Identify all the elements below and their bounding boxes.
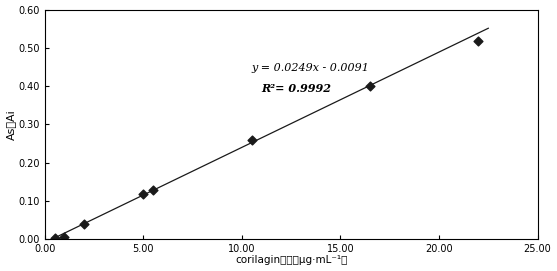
Point (247, 138, 256, 143)
Point (80, 222, 89, 226)
Point (149, 188, 158, 192)
Point (60, 235, 69, 240)
Text: R²= 0.9992: R²= 0.9992 (262, 83, 331, 94)
Y-axis label: As／Ai: As／Ai (6, 109, 16, 140)
Text: y = 0.0249x - 0.0091: y = 0.0249x - 0.0091 (252, 63, 370, 73)
X-axis label: corilagin浓度（μg·mL⁻¹）: corilagin浓度（μg·mL⁻¹） (235, 256, 348, 265)
Point (139, 192, 148, 196)
Point (474, 38, 483, 43)
Point (365, 84, 374, 88)
Point (50, 236, 59, 240)
